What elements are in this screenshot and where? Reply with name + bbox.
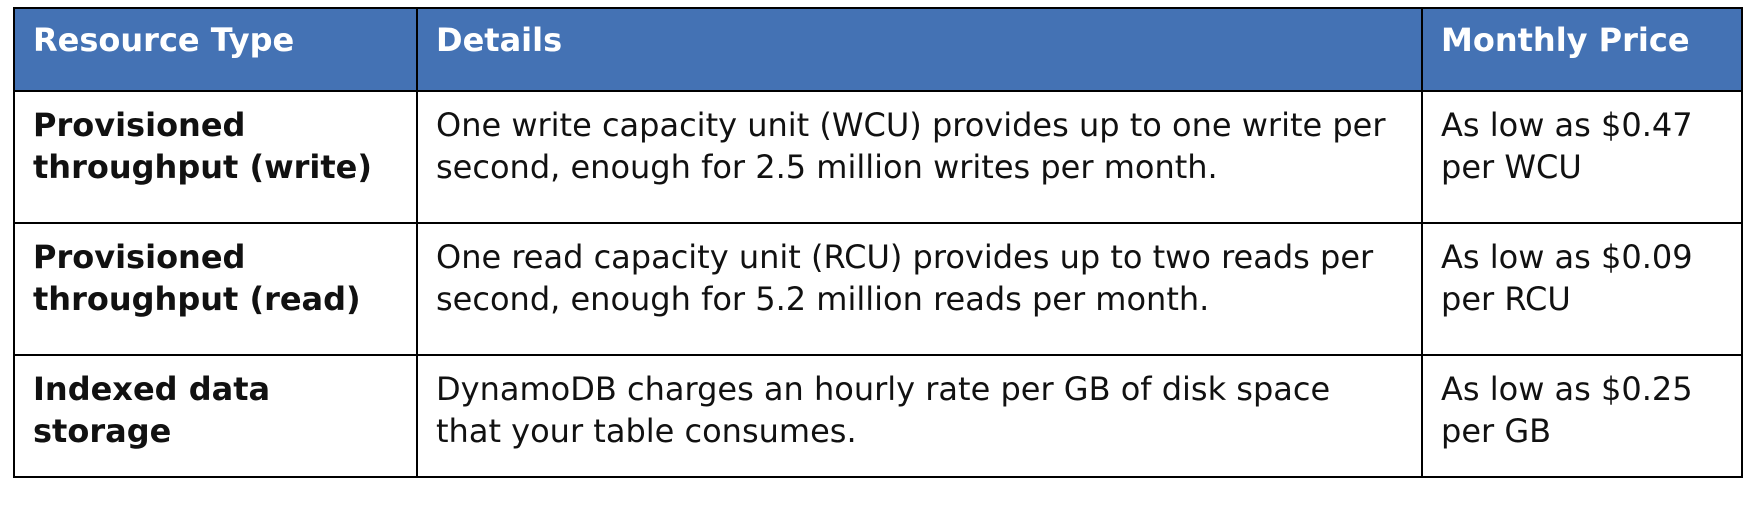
header-details: Details xyxy=(416,7,1423,92)
resource-type-cell: Provisioned throughput (read) xyxy=(13,222,418,356)
details-cell: One read capacity unit (RCU) provides up… xyxy=(416,222,1423,356)
monthly-price-cell: As low as $0.25 per GB xyxy=(1421,354,1743,478)
table-header: Resource Type Details Monthly Price xyxy=(13,7,1743,92)
header-row: Resource Type Details Monthly Price xyxy=(13,7,1743,92)
resource-type-cell: Provisioned throughput (write) xyxy=(13,90,418,224)
resource-type-cell: Indexed data storage xyxy=(13,354,418,478)
monthly-price-cell: As low as $0.47 per WCU xyxy=(1421,90,1743,224)
details-cell: One write capacity unit (WCU) provides u… xyxy=(416,90,1423,224)
header-resource-type: Resource Type xyxy=(13,7,418,92)
header-monthly-price: Monthly Price xyxy=(1421,7,1743,92)
table-row: Provisioned throughput (read) One read c… xyxy=(13,222,1743,356)
table-body: Provisioned throughput (write) One write… xyxy=(13,90,1743,478)
monthly-price-cell: As low as $0.09 per RCU xyxy=(1421,222,1743,356)
pricing-table-container: Resource Type Details Monthly Price Prov… xyxy=(13,7,1743,478)
details-cell: DynamoDB charges an hourly rate per GB o… xyxy=(416,354,1423,478)
table-row: Indexed data storage DynamoDB charges an… xyxy=(13,354,1743,478)
table-row: Provisioned throughput (write) One write… xyxy=(13,90,1743,224)
pricing-table: Resource Type Details Monthly Price Prov… xyxy=(13,7,1743,478)
